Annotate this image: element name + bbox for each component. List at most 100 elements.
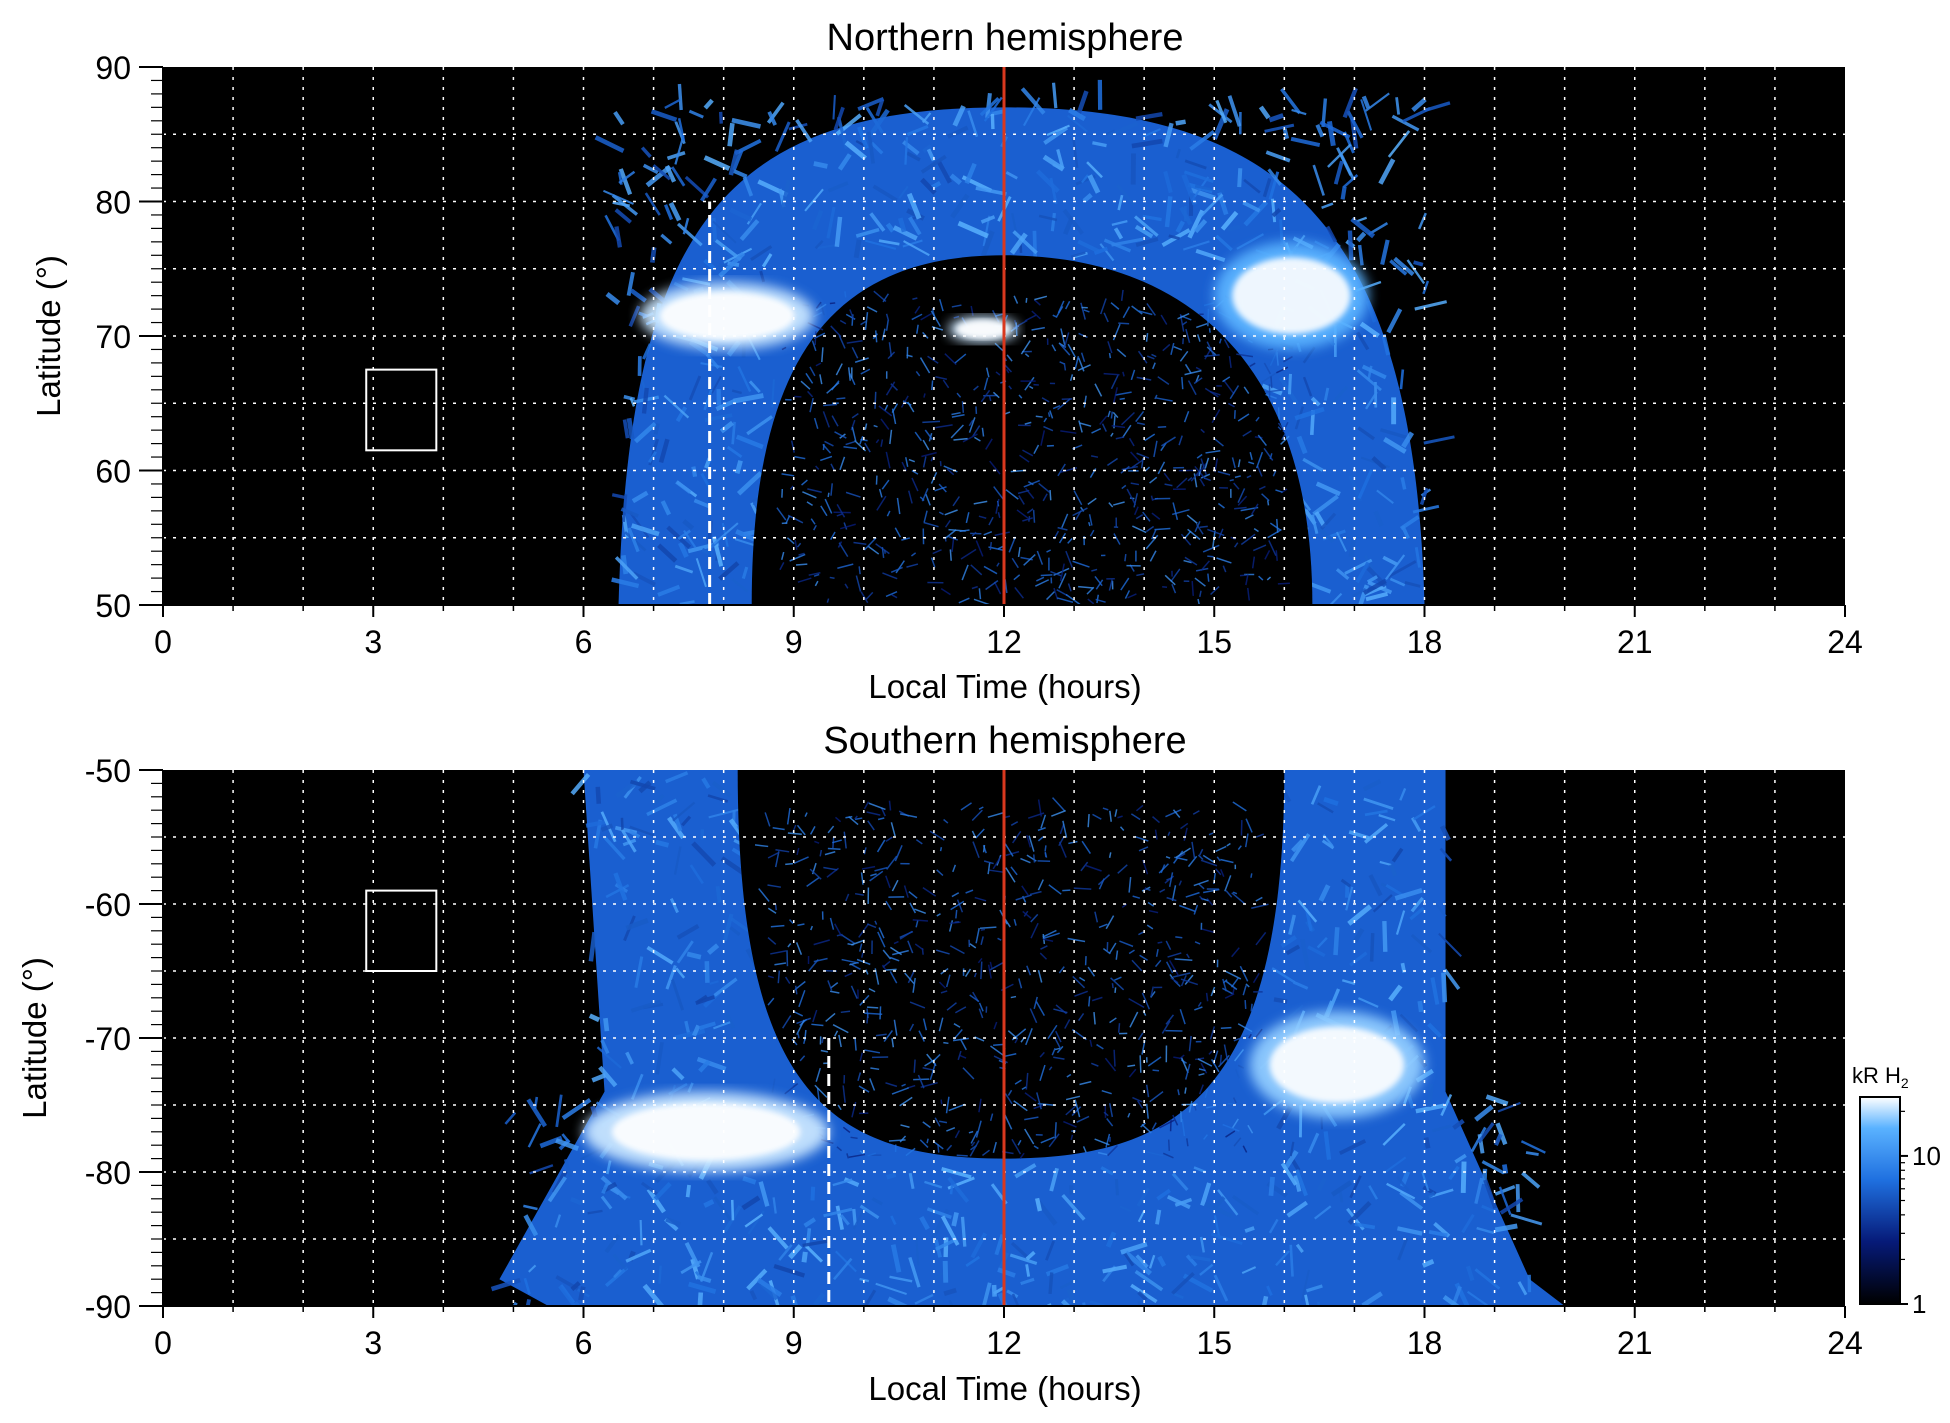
emission-ray <box>603 836 626 861</box>
speckle <box>845 815 853 819</box>
speckle <box>956 1154 968 1157</box>
speckle <box>1110 302 1120 310</box>
emission-ray <box>1135 237 1159 247</box>
speckle <box>1048 1066 1053 1071</box>
speckle <box>1117 1023 1121 1033</box>
speckle <box>858 1085 870 1093</box>
emission-ray <box>1345 886 1354 911</box>
speckle <box>1096 594 1100 604</box>
speckle <box>1042 932 1060 940</box>
speckle <box>830 531 836 541</box>
speckle <box>965 889 974 894</box>
speckle <box>1053 587 1059 600</box>
speckle <box>1073 887 1092 890</box>
emission-ray <box>701 547 714 557</box>
speckle <box>1052 314 1058 318</box>
speckle <box>1054 1122 1057 1139</box>
emission-ray <box>1067 114 1088 133</box>
speckle <box>1122 371 1125 377</box>
speckle <box>881 546 885 559</box>
emission-ray <box>810 1186 816 1201</box>
speckle <box>1162 343 1171 352</box>
speckle <box>994 342 1005 353</box>
speckle <box>1217 470 1231 476</box>
speckle <box>956 899 964 913</box>
y-tick-label: -70 <box>85 1021 131 1057</box>
speckle <box>922 1067 934 1071</box>
speckle <box>786 807 791 825</box>
speckle <box>1040 814 1047 829</box>
speckle <box>1150 495 1154 501</box>
speckle <box>1267 528 1282 539</box>
speckle <box>1282 421 1289 433</box>
speckle <box>830 325 842 338</box>
speckle <box>1117 815 1123 819</box>
emission-ray <box>673 846 682 875</box>
emission-ray <box>1363 823 1389 844</box>
speckle <box>1108 1103 1114 1118</box>
emission-ray <box>555 1138 579 1151</box>
emission-ray <box>1276 1105 1293 1130</box>
speckle <box>978 1098 982 1113</box>
speckle <box>839 456 846 471</box>
emission-ray <box>1368 1185 1379 1200</box>
emission-ray <box>646 1187 666 1214</box>
emission-ray <box>739 219 760 241</box>
x-tick-label: 15 <box>1196 1325 1232 1361</box>
polar-cap-shape <box>751 255 1313 605</box>
emission-ray <box>600 1195 613 1210</box>
speckle <box>814 1084 828 1098</box>
emission-ray <box>713 1021 731 1030</box>
emission-ray <box>1427 1022 1442 1038</box>
emission-ray <box>640 146 652 159</box>
emission-ray <box>1362 779 1382 792</box>
emission-ray <box>591 1073 606 1083</box>
emission-ray <box>1061 1299 1072 1306</box>
speckle <box>944 353 957 366</box>
speckle <box>884 404 889 412</box>
speckle <box>1179 350 1189 362</box>
emission-ray <box>832 94 836 120</box>
emission-ray <box>613 872 628 901</box>
emission-ray <box>1227 95 1242 127</box>
speckle <box>936 869 944 877</box>
speckle <box>1200 560 1211 572</box>
speckle <box>1228 356 1232 368</box>
emission-ray <box>578 1286 586 1301</box>
speckle <box>859 435 864 445</box>
emission-ray <box>1494 1133 1503 1146</box>
speckle <box>888 800 892 811</box>
emission-ray <box>1287 373 1292 395</box>
emission-ray <box>525 1299 531 1306</box>
emission-ray <box>897 217 907 233</box>
speckle <box>1031 310 1041 320</box>
speckle <box>1040 574 1053 577</box>
emission-ray <box>1422 280 1430 295</box>
speckle <box>820 505 828 517</box>
emission-ray <box>1335 568 1350 580</box>
speckle <box>1105 915 1115 930</box>
emission-ray <box>708 808 741 819</box>
emission-ray <box>890 1244 902 1273</box>
emission-ray <box>1474 1177 1484 1205</box>
emission-ray <box>778 1244 793 1261</box>
speckle <box>779 562 785 571</box>
emission-ray <box>1194 184 1225 194</box>
emission-ray <box>1317 802 1334 814</box>
speckle <box>1049 490 1052 501</box>
emission-ray <box>1119 1205 1132 1213</box>
speckle <box>1229 385 1240 400</box>
speckle <box>944 529 957 539</box>
speckle <box>1037 799 1043 817</box>
speckle <box>980 961 983 980</box>
speckle <box>1133 493 1139 508</box>
emission-ray <box>965 1255 981 1267</box>
emission-ray <box>878 239 900 246</box>
speckle <box>836 933 843 937</box>
speckle <box>795 563 808 566</box>
emission-ray <box>1477 1133 1485 1154</box>
emission-ray <box>670 979 685 1011</box>
speckle <box>940 1099 943 1105</box>
speckle <box>806 877 820 888</box>
speckle <box>1056 589 1068 597</box>
